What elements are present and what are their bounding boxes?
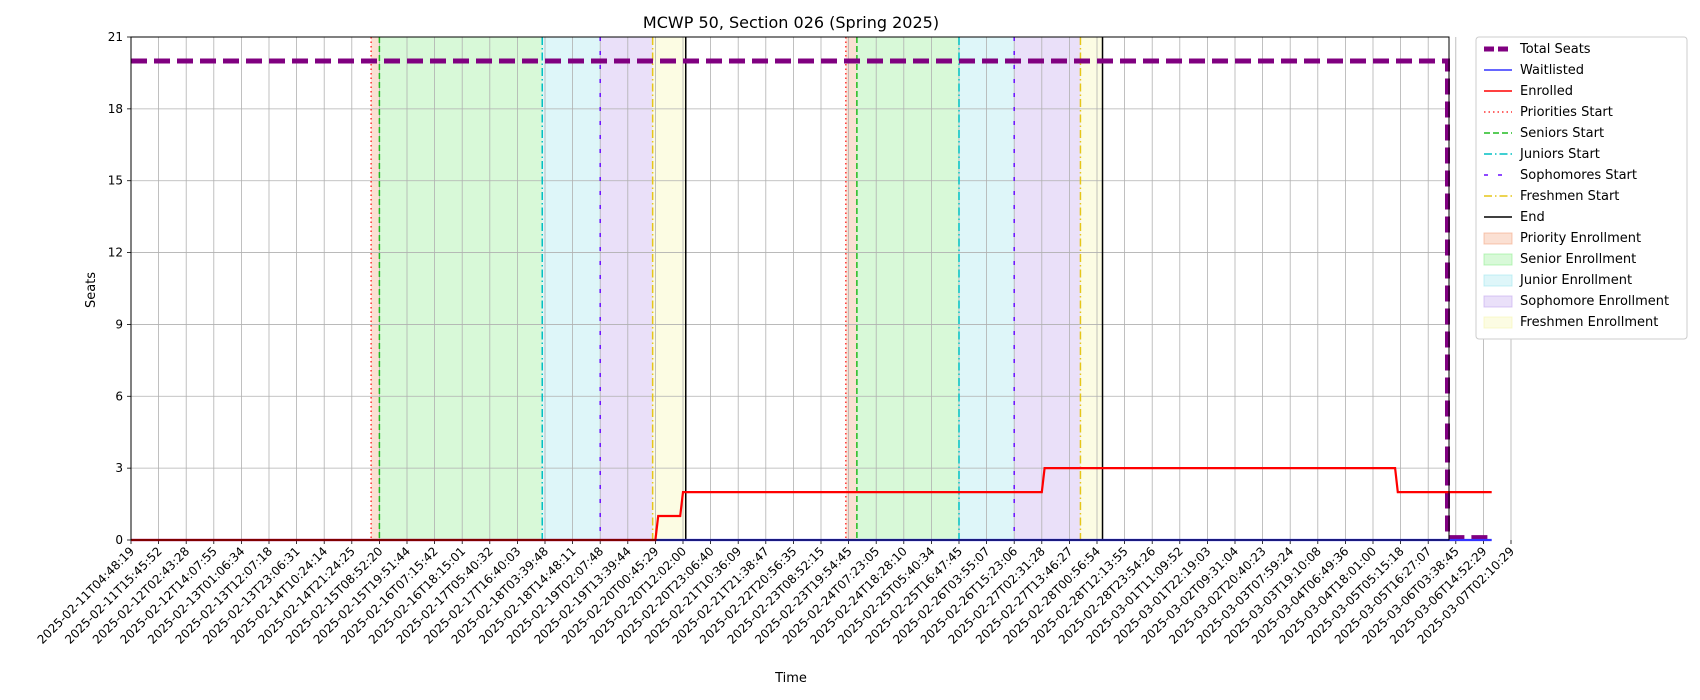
legend-swatch-senior-enrollment [1483, 253, 1513, 266]
legend-label-freshmen-enrollment: Freshmen Enrollment [1520, 315, 1658, 330]
y-tick-label: 21 [108, 30, 123, 44]
y-tick-label: 18 [108, 102, 123, 116]
legend-swatch-priority-enrollment [1483, 232, 1513, 245]
legend-box [1475, 36, 1688, 340]
y-tick-label: 6 [115, 389, 123, 403]
band-freshmen-enrollment [652, 37, 686, 540]
legend-label-waitlisted: Waitlisted [1520, 63, 1584, 78]
series-total-seats [131, 58, 1492, 541]
legend: Total Seats Waitlisted Enrolled Priorities … [1475, 36, 1688, 340]
band-freshmen-enrollment [1080, 37, 1103, 540]
legend-label-priorities-start: Priorities Start [1520, 105, 1613, 120]
band-priority-enrollment [371, 37, 380, 540]
band-junior-enrollment [542, 37, 601, 540]
legend-label-priority-enrollment: Priority Enrollment [1520, 231, 1641, 246]
series-enrolled [131, 467, 1492, 542]
y-tick-label: 12 [108, 246, 123, 260]
plot-area: 2025-02-11T04:48:192025-02-11T15:45:5220… [35, 30, 1518, 647]
legend-label-end: End [1520, 210, 1545, 225]
axes-frame [130, 36, 1450, 541]
legend-label-seniors-start: Seniors Start [1520, 126, 1604, 141]
x-axis-label: Time [774, 671, 807, 686]
legend-label-sophomores-start: Sophomores Start [1520, 168, 1637, 183]
y-tick-label: 9 [115, 317, 123, 331]
legend-label-sophomore-enrollment: Sophomore Enrollment [1520, 294, 1669, 309]
legend-label-senior-enrollment: Senior Enrollment [1520, 252, 1636, 267]
legend-label-juniors-start: Juniors Start [1519, 147, 1600, 162]
y-tick-label: 3 [115, 461, 123, 475]
legend-label-freshmen-start: Freshmen Start [1520, 189, 1619, 204]
legend-label-junior-enrollment: Junior Enrollment [1519, 273, 1632, 288]
band-senior-enrollment [379, 37, 543, 540]
y-tick-label: 15 [108, 174, 123, 188]
y-axis-label: Seats [84, 272, 99, 308]
band-sophomore-enrollment [600, 37, 653, 540]
legend-label-total-seats: Total Seats [1519, 42, 1591, 57]
legend-swatch-freshmen-enrollment [1483, 316, 1513, 329]
chart-title: MCWP 50, Section 026 (Spring 2025) [643, 13, 939, 32]
band-senior-enrollment [856, 37, 959, 540]
band-priority-enrollment [845, 37, 857, 540]
y-tick-label: 0 [115, 533, 123, 547]
band-sophomore-enrollment [1014, 37, 1081, 540]
legend-label-enrolled: Enrolled [1520, 84, 1573, 99]
legend-swatch-junior-enrollment [1483, 274, 1513, 287]
legend-swatch-sophomore-enrollment [1483, 295, 1513, 308]
